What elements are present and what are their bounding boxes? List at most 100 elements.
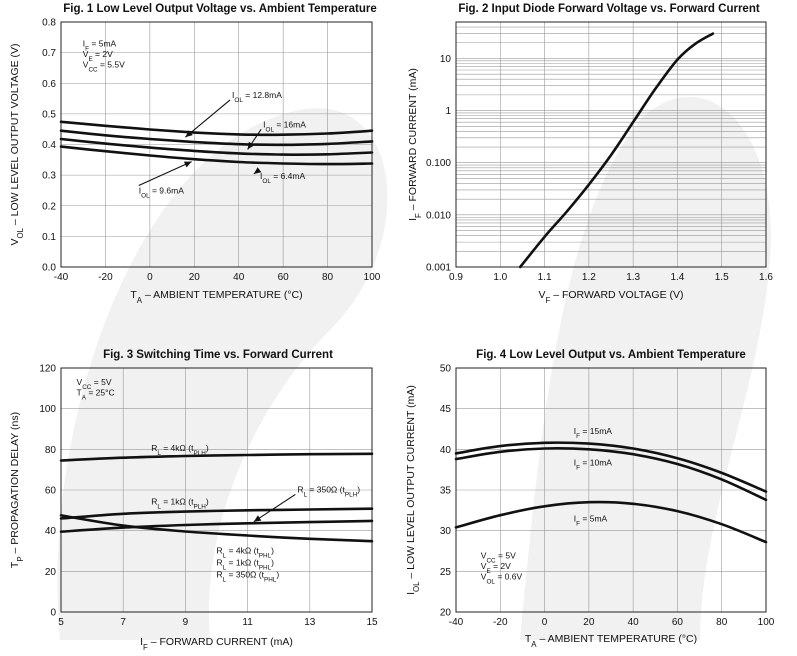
y-tick-label: 0.0 — [42, 263, 56, 274]
condition-label: VOL = 0.6V — [481, 571, 523, 585]
leader-arrow — [253, 493, 296, 523]
condition-label: VE = 2V — [481, 561, 511, 575]
fig1-output-voltage-chart: Fig. 1 Low Level Output Voltage vs. Ambi… — [9, 3, 381, 305]
x-axis-label: VF – FORWARD VOLTAGE (V) — [538, 289, 683, 305]
x-tick-label: -20 — [98, 272, 113, 283]
x-tick-label: 15 — [366, 617, 378, 628]
series-label: RL = 4kΩ (tPHL) — [217, 545, 275, 559]
series-line — [454, 441, 768, 493]
y-tick-label: 0.6 — [42, 79, 56, 90]
y-tick-label: 60 — [45, 486, 57, 497]
x-tick-label: 5 — [58, 617, 64, 628]
y-axis-label: IF – FORWARD CURRENT (mA) — [407, 68, 423, 221]
condition-label: TA = 25°C — [77, 388, 115, 402]
series-line — [454, 447, 768, 502]
x-axis-label: TA – AMBIENT TEMPERATURE (°C) — [525, 633, 697, 649]
series-line — [59, 145, 374, 166]
plot-frame — [455, 367, 767, 613]
y-tick-label: 0.2 — [42, 201, 56, 212]
x-tick-label: 13 — [304, 617, 316, 628]
x-tick-label: 80 — [322, 272, 334, 283]
y-tick-label: 0.010 — [426, 210, 451, 221]
x-tick-label: 1.2 — [582, 272, 596, 283]
y-tick-label: 0.001 — [426, 263, 451, 274]
series-label: RL = 4kΩ (tPLH) — [151, 443, 209, 457]
condition-label: VE = 2V — [83, 49, 113, 63]
x-tick-label: 100 — [758, 617, 775, 628]
series-label: IOL = 16mA — [263, 119, 306, 133]
x-tick-label: 0 — [542, 617, 548, 628]
y-tick-label: 0.4 — [42, 140, 56, 151]
arrow-head — [183, 161, 192, 168]
y-tick-label: 120 — [39, 364, 56, 375]
x-tick-label: 0.9 — [449, 272, 463, 283]
y-axis-label: VOL – LOW LEVEL OUTPUT VOLTAGE (V) — [9, 43, 25, 245]
y-tick-label: 0 — [50, 608, 56, 619]
y-tick-label: 50 — [440, 364, 452, 375]
series-line — [59, 519, 374, 533]
x-tick-label: 1.1 — [538, 272, 552, 283]
leader-arrow — [138, 161, 192, 187]
chart-title: Fig. 3 Switching Time vs. Forward Curren… — [103, 349, 333, 361]
condition-label: IF = 5mA — [83, 39, 117, 53]
x-tick-label: 0 — [147, 272, 153, 283]
x-tick-label: 7 — [120, 617, 126, 628]
y-tick-label: 0.7 — [42, 48, 56, 59]
x-tick-label: 20 — [189, 272, 201, 283]
series-label: IOL = 9.6mA — [139, 186, 184, 200]
y-tick-label: 100 — [39, 404, 56, 415]
x-tick-label: 40 — [628, 617, 640, 628]
condition-label: VCC = 5.5V — [83, 60, 125, 74]
y-tick-label: 80 — [45, 445, 57, 456]
x-tick-label: 9 — [183, 617, 189, 628]
y-tick-label: 0.3 — [42, 171, 56, 182]
y-tick-label: 0.8 — [42, 18, 56, 29]
series-line — [59, 120, 374, 137]
plot-frame — [60, 21, 373, 268]
series-line — [59, 452, 374, 462]
x-tick-label: 100 — [364, 272, 381, 283]
y-tick-label: 0.100 — [426, 158, 451, 169]
fig3-switching-time-chart: Fig. 3 Switching Time vs. Forward Curren… — [9, 349, 378, 652]
series-line — [59, 137, 374, 156]
condition-label: VCC = 5V — [77, 377, 112, 391]
series-label: RL = 350Ω (tPHL) — [217, 569, 280, 583]
y-tick-label: 35 — [440, 486, 452, 497]
y-tick-label: 20 — [440, 608, 452, 619]
series-line — [59, 514, 374, 543]
x-axis-label: TA – AMBIENT TEMPERATURE (°C) — [130, 289, 302, 305]
x-axis-label: IF – FORWARD CURRENT (mA) — [140, 636, 293, 652]
x-tick-label: 20 — [583, 617, 595, 628]
series-label: IOL = 12.8mA — [232, 90, 282, 104]
condition-label: VCC = 5V — [481, 550, 516, 564]
x-tick-label: 80 — [716, 617, 728, 628]
y-tick-label: 0.1 — [42, 232, 56, 243]
x-tick-label: 1.6 — [759, 272, 773, 283]
x-tick-label: -20 — [493, 617, 508, 628]
y-tick-label: 10 — [440, 54, 452, 65]
chart-title: Fig. 1 Low Level Output Voltage vs. Ambi… — [63, 3, 377, 15]
series-line — [59, 507, 374, 520]
series-label: RL = 1kΩ (tPLH) — [151, 497, 209, 511]
x-tick-label: 1.4 — [670, 272, 684, 283]
series-label: IF = 10mA — [574, 458, 612, 472]
fig4-output-current-chart: Fig. 4 Low Level Output vs. Ambient Temp… — [405, 349, 775, 649]
x-tick-label: 11 — [242, 617, 253, 628]
series-label: RL = 1kΩ (tPHL) — [217, 557, 275, 571]
plot-frame — [455, 21, 767, 268]
y-axis-label: IOL – LOW LEVEL OUTPUT CURRENT (mA) — [405, 385, 421, 595]
x-tick-label: 60 — [672, 617, 684, 628]
series-line — [59, 129, 374, 147]
y-tick-label: 45 — [440, 404, 452, 415]
y-tick-label: 20 — [45, 567, 57, 578]
x-tick-label: -40 — [449, 617, 464, 628]
series-label: IOL = 6.4mA — [260, 171, 305, 185]
x-tick-label: 40 — [233, 272, 245, 283]
x-tick-label: 1.5 — [715, 272, 729, 283]
arrow-head — [185, 130, 193, 138]
series-label: IF = 15mA — [574, 426, 612, 440]
x-tick-label: -40 — [54, 272, 69, 283]
y-tick-label: 40 — [440, 445, 452, 456]
x-tick-label: 1.3 — [626, 272, 640, 283]
y-tick-label: 40 — [45, 526, 57, 537]
